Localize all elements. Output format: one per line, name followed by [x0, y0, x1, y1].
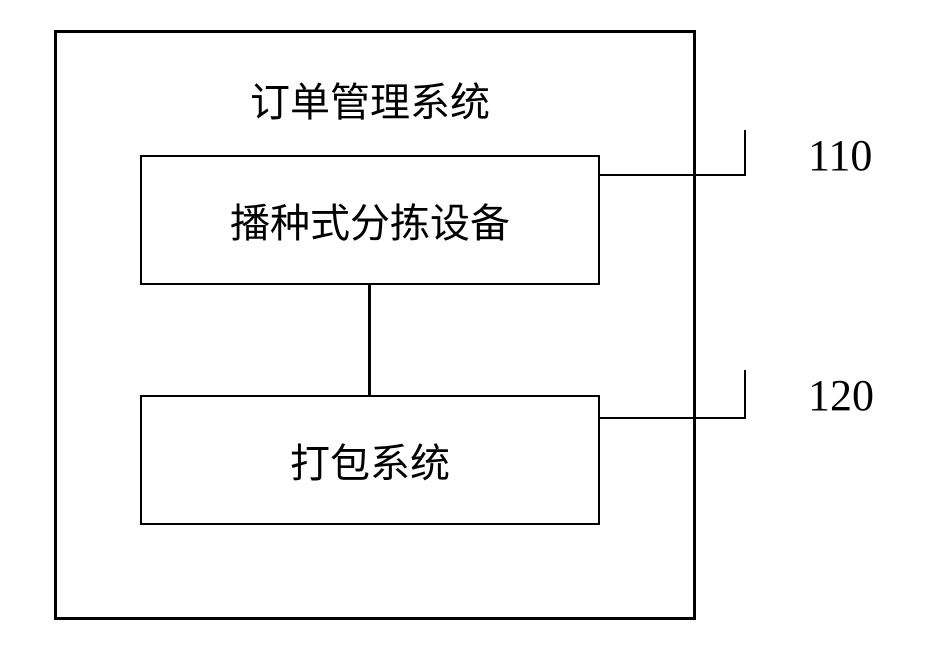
leader-line-120 — [600, 370, 745, 418]
leader-lines-svg — [0, 0, 945, 655]
callout-label-110: 110 — [808, 130, 872, 181]
leader-line-110 — [600, 130, 745, 175]
callout-label-120: 120 — [808, 370, 874, 421]
